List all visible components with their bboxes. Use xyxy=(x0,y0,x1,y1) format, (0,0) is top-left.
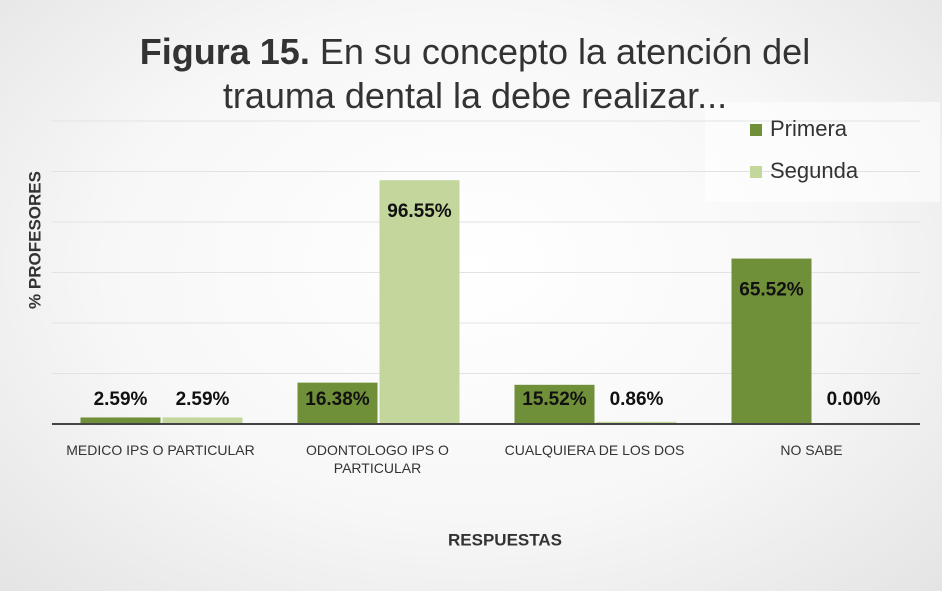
x-tick-label: MEDICO IPS O PARTICULAR xyxy=(66,442,255,458)
value-label: 0.86% xyxy=(610,389,664,410)
bar xyxy=(514,384,595,424)
bar xyxy=(162,417,243,424)
legend-label: Primera xyxy=(770,116,848,141)
title-text: En su concepto la atención del trauma de… xyxy=(222,31,811,116)
legend-swatch xyxy=(750,166,762,178)
value-label: 16.38% xyxy=(305,389,370,410)
value-label: 0.00% xyxy=(827,389,881,410)
legend-label: Segunda xyxy=(770,158,859,183)
x-tick-label: CUALQUIERA DE LOS DOS xyxy=(504,442,685,458)
legend-box xyxy=(705,102,940,202)
bar xyxy=(731,258,812,424)
x-tick-label: NO SABE xyxy=(780,442,843,458)
legend-swatch xyxy=(750,124,762,136)
value-label: 2.59% xyxy=(94,389,148,410)
x-tick-label: ODONTOLOGO IPS O PARTICULAR xyxy=(306,442,449,476)
value-label: 96.55% xyxy=(387,201,452,222)
bar xyxy=(379,180,460,424)
y-axis-title: % PROFESORES xyxy=(25,171,44,309)
bar xyxy=(297,382,378,424)
x-axis-title: RESPUESTAS xyxy=(448,530,562,549)
value-label: 65.52% xyxy=(739,280,804,301)
value-label: 15.52% xyxy=(522,389,587,410)
bar xyxy=(80,417,161,424)
figure-label: Figura 15. xyxy=(139,31,310,72)
value-label: 2.59% xyxy=(176,389,230,410)
bar xyxy=(596,421,677,424)
chart-title: Figura 15. En su concepto la atención de… xyxy=(120,30,830,118)
